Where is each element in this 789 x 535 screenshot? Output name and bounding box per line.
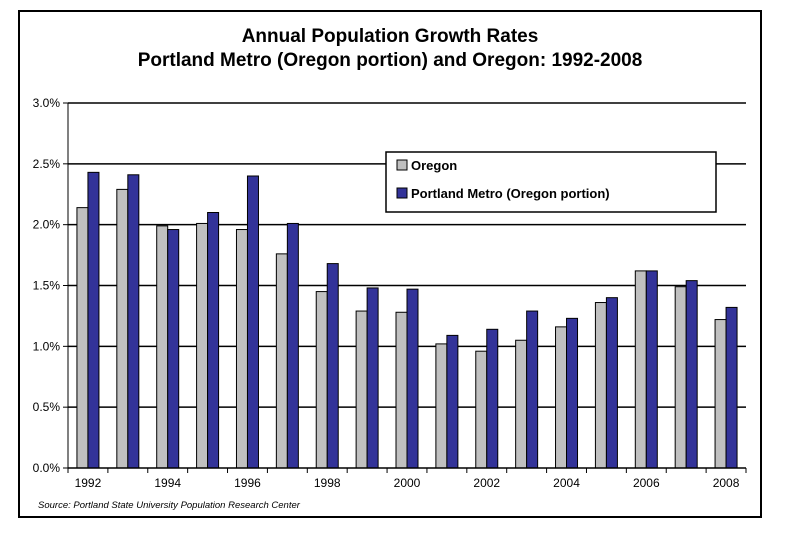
x-tick-label: 1992 xyxy=(75,476,102,490)
x-tick-label: 1996 xyxy=(234,476,261,490)
bar-oregon xyxy=(714,319,727,469)
x-tick-label: 2000 xyxy=(394,476,421,490)
bar-portland-metro xyxy=(605,297,618,469)
bar-oregon xyxy=(674,286,687,469)
y-tick-label: 2.5% xyxy=(33,157,61,171)
bar-portland-metro xyxy=(406,288,419,469)
x-axis-tick-labels: 1992 1994 1996 1998 2000 2002 2004 2006 2008 xyxy=(67,468,747,490)
y-tick-label: 2.0% xyxy=(33,218,61,232)
bars xyxy=(76,171,738,469)
bar-portland-metro xyxy=(326,263,339,469)
legend-swatch-portland-metro xyxy=(396,187,408,199)
bar-oregon xyxy=(196,222,209,469)
legend: Oregon Portland Metro (Oregon portion) xyxy=(385,151,717,213)
bar-portland-metro xyxy=(526,310,539,469)
y-tick-label: 3.0% xyxy=(33,96,61,110)
bar-oregon xyxy=(156,225,169,469)
bar-oregon xyxy=(594,302,607,469)
bar-oregon xyxy=(435,343,448,469)
legend-box xyxy=(385,151,717,213)
chart-frame: Annual Population Growth Rates Portland … xyxy=(18,10,762,518)
x-tick-label: 2002 xyxy=(473,476,500,490)
bar-oregon xyxy=(634,270,647,469)
bar-portland-metro xyxy=(167,229,180,469)
bar-portland-metro xyxy=(366,287,379,469)
x-tick-label: 2006 xyxy=(633,476,660,490)
x-tick-label: 1994 xyxy=(154,476,181,490)
bar-oregon xyxy=(355,310,368,469)
bar-oregon xyxy=(475,350,488,469)
bar-oregon xyxy=(515,339,528,469)
axes xyxy=(67,103,746,469)
bar-oregon xyxy=(116,188,129,469)
bar-portland-metro xyxy=(207,212,220,469)
bar-oregon xyxy=(275,253,288,469)
y-tick-label: 1.5% xyxy=(33,279,61,293)
x-tick-label: 2008 xyxy=(713,476,740,490)
bar-portland-metro xyxy=(286,222,299,469)
y-tick-label: 0.5% xyxy=(33,400,61,414)
x-tick-label: 2004 xyxy=(553,476,580,490)
bar-portland-metro xyxy=(246,175,259,469)
bar-portland-metro xyxy=(486,328,499,469)
y-tick-label: 1.0% xyxy=(33,339,61,353)
bar-oregon xyxy=(395,311,408,469)
bar-oregon xyxy=(235,229,248,469)
legend-label-portland-metro: Portland Metro (Oregon portion) xyxy=(411,186,610,201)
chart-subtitle: Portland Metro (Oregon portion) and Oreg… xyxy=(138,50,643,71)
legend-label-oregon: Oregon xyxy=(411,158,457,173)
chart-canvas: Annual Population Growth Rates Portland … xyxy=(33,26,747,511)
x-tick-label: 1998 xyxy=(314,476,341,490)
y-axis-tick-labels: 0.0% 0.5% 1.0% 1.5% 2.0% 2.5% 3.0% xyxy=(33,96,61,475)
bar-oregon xyxy=(76,207,89,469)
bar-portland-metro xyxy=(685,280,698,469)
bar-portland-metro xyxy=(725,306,738,469)
bar-oregon xyxy=(555,326,568,469)
chart-title: Annual Population Growth Rates xyxy=(242,26,539,47)
bar-portland-metro xyxy=(645,270,658,469)
bar-portland-metro xyxy=(446,334,459,469)
source-note: Source: Portland State University Popula… xyxy=(38,500,301,511)
legend-swatch-oregon xyxy=(396,159,408,171)
y-tick-label: 0.0% xyxy=(33,461,61,475)
bar-portland-metro xyxy=(566,317,579,469)
bar-portland-metro xyxy=(127,174,140,469)
bar-portland-metro xyxy=(87,171,100,469)
bar-oregon xyxy=(315,291,328,469)
